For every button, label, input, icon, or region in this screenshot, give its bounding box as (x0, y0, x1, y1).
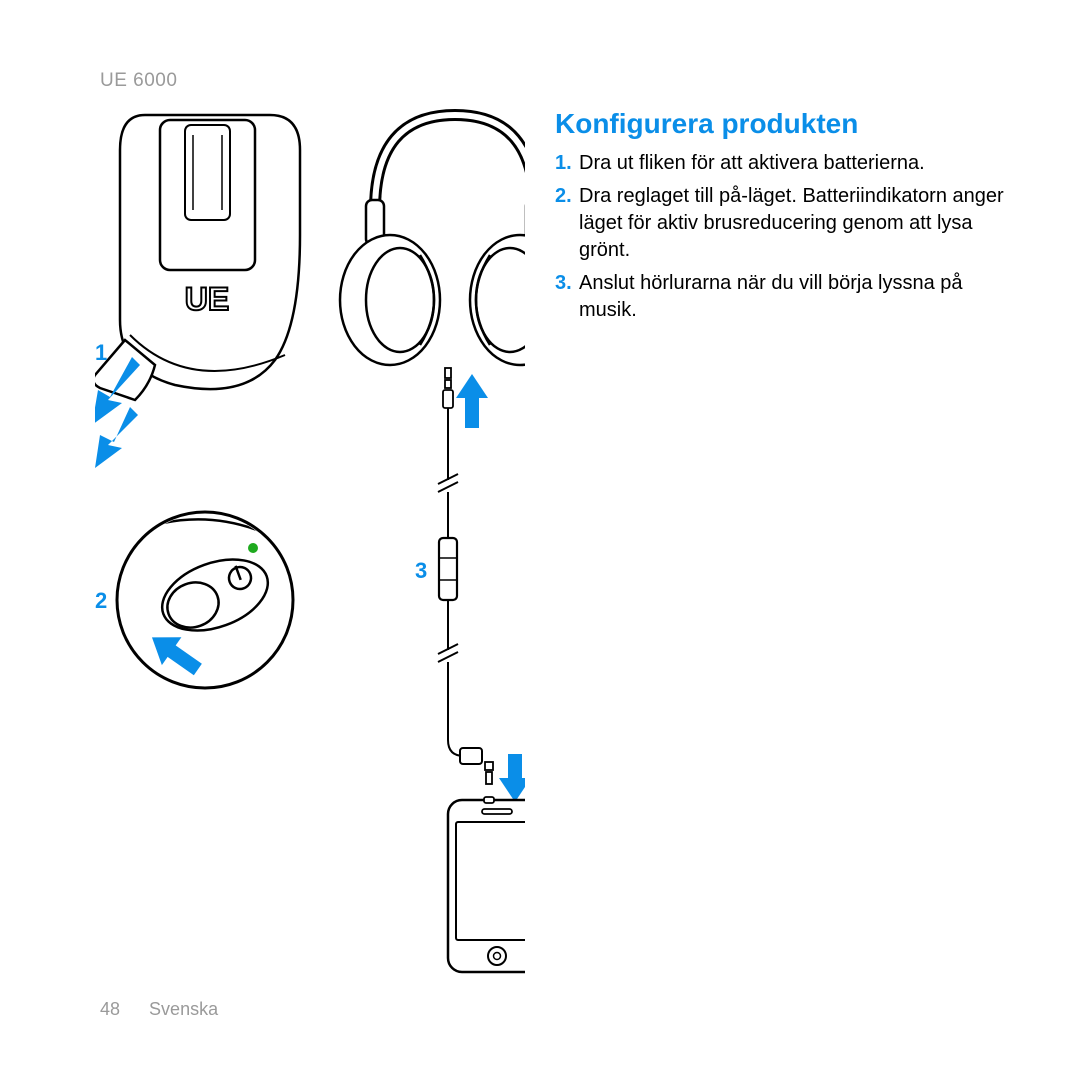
product-header: UE 6000 (100, 70, 177, 92)
section-title: Konfigurera produkten (555, 108, 1015, 140)
callout-2: 2 (95, 588, 107, 614)
step-2: 2. Dra reglaget till på-läget. Batteriin… (555, 183, 1015, 264)
step-3-num: 3. (555, 270, 579, 324)
instructions-column: Konfigurera produkten 1. Dra ut fliken f… (555, 108, 1015, 330)
step-2-num: 2. (555, 183, 579, 264)
step-1-num: 1. (555, 150, 579, 177)
setup-diagram: UE (95, 100, 525, 980)
step-3: 3. Anslut hörlurarna när du vill börja l… (555, 270, 1015, 324)
svg-text:UE: UE (185, 281, 229, 317)
callout-3: 3 (415, 558, 427, 584)
step-1: 1. Dra ut fliken för att aktivera batter… (555, 150, 1015, 177)
step-2-text: Dra reglaget till på-läget. Batteriindik… (579, 183, 1015, 264)
step-3-text: Anslut hörlurarna när du vill börja lyss… (579, 270, 1015, 324)
page-number: 48 (100, 999, 120, 1019)
callout-1: 1 (95, 340, 107, 366)
step-1-text: Dra ut fliken för att aktivera batterier… (579, 150, 1015, 177)
page-language: Svenska (149, 999, 218, 1019)
page-footer: 48 Svenska (100, 999, 218, 1020)
